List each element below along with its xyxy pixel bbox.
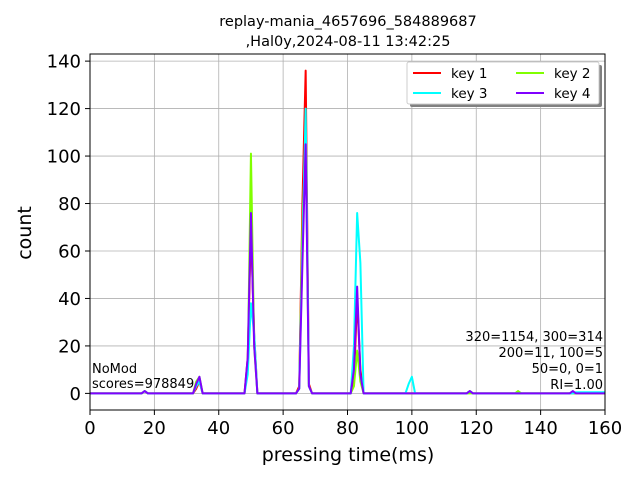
y-axis-label: count [14,206,36,260]
series-line-key-4 [90,143,605,395]
x-tick-label: 160 [588,418,622,439]
chart-title-line-1: replay-mania_4657696_584889687 [219,14,476,30]
ticks: 0 20 40 60 80 100 120 140 160 0 20 40 60 80 100 120 140 [47,52,623,439]
annotation-judgement-3: 50=0, 0=1 [532,362,603,377]
y-tick-label: 140 [47,52,81,73]
y-tick-label: 40 [58,289,81,310]
y-tick-label: 60 [58,241,81,262]
x-tick-label: 60 [272,418,295,439]
legend-label-key-1: key 1 [451,66,488,82]
y-tick-label: 100 [47,147,81,168]
y-tick-label: 80 [58,194,81,215]
x-axis-label: pressing time(ms) [262,444,435,466]
x-tick-label: 80 [336,418,359,439]
chart-title-line-2: ,Hal0y,2024-08-11 13:42:25 [246,34,451,50]
legend-label-key-4: key 4 [554,86,591,102]
annotation-judgement-2: 200=11, 100=5 [499,346,604,361]
x-tick-label: 120 [459,418,493,439]
y-tick-label: 20 [58,336,81,357]
annotation-judgement-1: 320=1154, 300=314 [465,330,603,345]
legend-box [406,61,600,105]
annotation-mod: NoMod [92,362,137,377]
series-layer [90,69,605,395]
legend-label-key-2: key 2 [554,66,591,82]
x-tick-label: 140 [523,418,557,439]
legend-label-key-3: key 3 [451,86,488,102]
y-tick-label: 0 [70,384,81,405]
x-tick-label: 20 [143,418,166,439]
x-tick-label: 40 [207,418,230,439]
annotation-score: scores=978849 [92,377,194,392]
x-tick-label: 0 [84,418,95,439]
x-tick-label: 100 [395,418,429,439]
annotation-ri: RI=1.00 [550,378,603,393]
y-tick-label: 120 [47,99,81,120]
legend: key 1 key 2 key 3 key 4 [406,61,602,107]
